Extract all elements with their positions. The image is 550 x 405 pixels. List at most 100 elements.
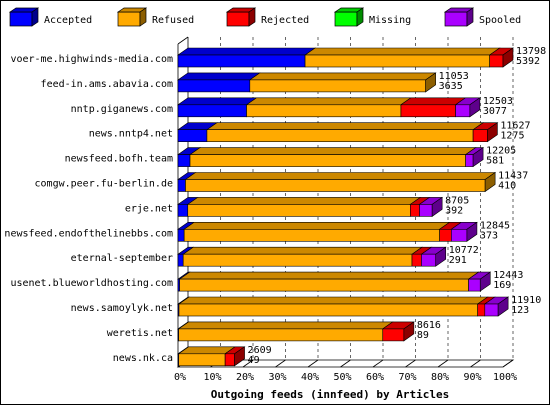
bar-top [189, 147, 477, 155]
bar-segment-refused [184, 171, 497, 193]
data-label-total: 12205 [486, 146, 516, 157]
bar-segment-spooled [420, 246, 447, 267]
legend: Accepted Refused Rejected Missing Spooled [8, 7, 521, 27]
bar-top [178, 271, 480, 280]
bar-top [304, 47, 501, 56]
bar-segment-spooled [418, 196, 444, 217]
axis-top-edge [177, 36, 189, 45]
x-tick-label: 50% [333, 372, 351, 383]
x-tick-label: 0% [174, 372, 186, 383]
chart-title: Outgoing feeds (innfeed) by Articles [211, 388, 449, 401]
bar [177, 204, 189, 217]
bar [177, 179, 186, 192]
data-label-total: 11437 [498, 171, 528, 182]
bar [249, 79, 426, 93]
bar [177, 104, 247, 118]
bar-side [469, 97, 481, 118]
bar-segment-accepted [177, 47, 317, 68]
data-label-second: 373 [480, 230, 498, 241]
bar-top [245, 97, 412, 106]
bar-side [403, 321, 415, 342]
legend-swatch-side [31, 7, 39, 27]
legend-swatch [226, 11, 250, 27]
legend-swatch-side [356, 7, 364, 27]
bar-segment-rejected [472, 122, 499, 143]
bar [400, 104, 456, 118]
bar-side [479, 271, 491, 292]
bar-segment-refused [189, 147, 477, 167]
bar-side [234, 346, 245, 367]
bar [382, 328, 405, 342]
legend-item-rejected: Rejected [225, 7, 309, 27]
legend-label: Rejected [261, 15, 309, 26]
data-label-second: 1275 [500, 131, 524, 142]
legend-label: Spooled [479, 15, 521, 26]
bar [411, 253, 422, 267]
bar-segment-spooled [483, 296, 510, 317]
x-tick-label: 100% [493, 372, 517, 383]
x-tick-mark [307, 359, 319, 368]
data-label-second: 410 [498, 181, 516, 192]
category-label: newsfeed.endofthelinebbs.com [4, 228, 173, 239]
bar-side [497, 296, 509, 317]
data-label-second: 169 [493, 280, 511, 291]
bar-segment-rejected [224, 346, 246, 367]
x-tick-label: 70% [398, 372, 416, 383]
legend-item-refused: Refused [116, 7, 194, 27]
bar [419, 204, 433, 217]
data-label-total: 12845 [480, 220, 510, 231]
legend-item-accepted: Accepted [8, 7, 92, 27]
category-label: usenet.blueworldhosting.com [10, 278, 173, 289]
bar-segment-spooled [467, 271, 492, 292]
bar-segment-refused [178, 296, 489, 317]
bar [177, 79, 251, 93]
bar [183, 229, 440, 242]
bar-segment-refused [177, 321, 394, 342]
x-tick-mark [275, 359, 286, 368]
data-label-total: 8616 [417, 320, 441, 331]
bar-top [205, 122, 485, 130]
bar [465, 154, 474, 167]
category-label: comgw.peer.fu-berlin.de [35, 179, 173, 190]
bar-segment-rejected [488, 47, 514, 68]
bar [177, 253, 184, 267]
x-tick-label: 20% [236, 372, 254, 383]
data-label-total: 11053 [439, 71, 469, 82]
bar [451, 229, 468, 242]
data-label-total: 2609 [248, 345, 272, 356]
bar [182, 253, 413, 267]
category-label: eternal-september [71, 253, 173, 264]
bar [489, 54, 504, 68]
data-label-second: 3077 [483, 106, 507, 117]
data-label-total: 13798 [516, 46, 546, 57]
x-tick-label: 80% [431, 372, 449, 383]
x-tick-mark [372, 359, 384, 368]
x-tick-mark [470, 359, 481, 368]
bar [177, 54, 306, 68]
bar [468, 278, 481, 292]
bar [185, 179, 486, 192]
bar-segment-spooled [450, 221, 478, 242]
category-label: news.nk.ca [113, 353, 173, 364]
category-label: feed-in.ams.abavia.com [41, 79, 173, 90]
data-label-second: 581 [486, 156, 504, 167]
bar [484, 303, 499, 317]
bar-side [425, 72, 436, 93]
bar [178, 303, 478, 317]
data-label-total: 8705 [445, 195, 469, 206]
bar [421, 253, 437, 267]
category-label: voer-me.highwinds-media.com [10, 54, 173, 65]
legend-swatch [334, 11, 358, 27]
category-label: nntp.giganews.com [71, 104, 173, 115]
